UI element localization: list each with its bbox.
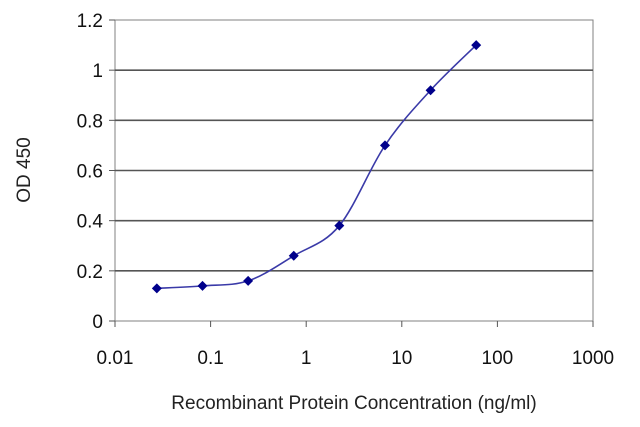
y-axis-ticks: 0 0.2 0.4 0.6 0.8 1 1.2 xyxy=(77,11,115,333)
data-point xyxy=(379,140,390,151)
data-point xyxy=(197,280,208,291)
x-axis-ticks: 0.01 0.1 1 10 100 1000 xyxy=(97,321,614,369)
y-tick-label: 0.8 xyxy=(77,111,103,132)
data-point xyxy=(243,275,254,286)
gridlines xyxy=(115,69,593,272)
x-tick-label: 1 xyxy=(301,348,312,369)
x-axis-title: Recombinant Protein Concentration (ng/ml… xyxy=(171,393,536,414)
y-tick-label: 0.6 xyxy=(77,162,103,183)
x-tick-label: 0.01 xyxy=(97,348,134,369)
data-point xyxy=(471,40,482,51)
data-point xyxy=(151,283,162,294)
x-tick-label: 1000 xyxy=(572,348,614,369)
x-tick-label: 100 xyxy=(482,348,514,369)
x-tick-label: 10 xyxy=(391,348,412,369)
y-axis-title: OD 450 xyxy=(14,137,35,202)
series-layer xyxy=(151,40,482,294)
data-point xyxy=(334,220,345,231)
y-tick-label: 0.2 xyxy=(77,262,103,283)
x-tick-label: 0.1 xyxy=(197,348,223,369)
y-tick-label: 0.4 xyxy=(77,212,104,233)
data-point xyxy=(425,85,436,96)
y-tick-label: 0 xyxy=(92,312,103,333)
y-tick-label: 1 xyxy=(92,61,103,82)
data-point xyxy=(288,250,299,261)
y-tick-label: 1.2 xyxy=(77,11,103,32)
